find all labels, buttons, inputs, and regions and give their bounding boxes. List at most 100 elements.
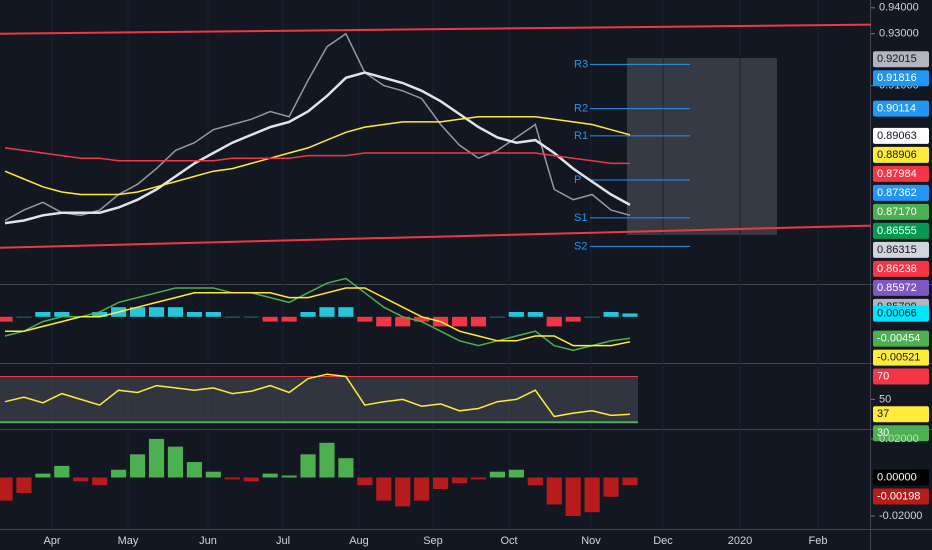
value-tag-label: 0.92015 [877, 53, 917, 65]
histogram-bar [262, 473, 278, 478]
value-tag-label: -0.00198 [877, 490, 920, 502]
series-line [4, 373, 631, 418]
histogram-bar [603, 477, 619, 497]
histogram-bar [470, 316, 487, 327]
histogram-bar [92, 477, 108, 486]
x-tick-label: Nov [581, 535, 601, 547]
x-tick-label: Dec [653, 535, 673, 547]
histogram-bar [130, 307, 146, 317]
histogram-bar [338, 307, 354, 317]
value-tag [873, 488, 929, 505]
pivot-label: S2 [574, 240, 587, 252]
series-line [4, 32, 631, 222]
y-tick-label: 50 [879, 393, 891, 405]
pivot-label: R1 [574, 130, 588, 142]
value-tag [873, 184, 929, 201]
series-line [4, 115, 631, 196]
histogram-bar [167, 307, 184, 317]
histogram-bar [622, 313, 638, 317]
histogram-bar [508, 312, 524, 317]
histogram-bar [16, 316, 32, 318]
value-tag [873, 100, 929, 117]
histogram-bar [35, 473, 51, 478]
histogram-bar [357, 477, 373, 486]
histogram-bar [508, 469, 524, 478]
value-tag [873, 241, 929, 258]
histogram-bar [186, 462, 202, 478]
value-tag-label: 0.87362 [877, 187, 917, 199]
value-tag [873, 165, 929, 182]
histogram-bar [54, 465, 70, 478]
channel-line [0, 224, 872, 249]
histogram-bar [357, 316, 373, 322]
histogram-bar [281, 316, 297, 322]
histogram-bar [319, 307, 335, 317]
value-tag-label: 0.00000 [877, 471, 917, 483]
x-tick-label: May [118, 535, 139, 547]
histogram-bar [0, 477, 13, 501]
x-tick-label: Sep [423, 535, 443, 547]
histogram-bar [489, 316, 505, 318]
x-tick-label: Apr [43, 535, 60, 547]
histogram-bar [527, 477, 543, 486]
value-tag-label: 0.89063 [877, 130, 917, 142]
histogram-bar [281, 475, 297, 478]
histogram-bar [603, 312, 619, 317]
histogram-bar [451, 477, 468, 484]
value-tag [873, 127, 929, 144]
value-tag [873, 146, 929, 163]
x-tick-label: Jun [199, 535, 217, 547]
value-tag-label: 0.91816 [877, 72, 917, 84]
histogram-bar [565, 316, 581, 322]
histogram-bar [584, 477, 600, 513]
histogram-bar [243, 477, 259, 482]
histogram-bar [376, 316, 392, 327]
histogram-bar [243, 316, 259, 318]
histogram-bar [54, 312, 70, 317]
histogram-bar [433, 477, 449, 490]
value-tag [873, 406, 929, 423]
histogram-bar [111, 469, 127, 478]
histogram-bar [584, 316, 600, 318]
value-tag [873, 330, 929, 347]
value-tag-label: 0.87170 [877, 206, 917, 218]
value-tag [873, 70, 929, 87]
value-tag [873, 260, 929, 277]
histogram-bar [319, 442, 335, 478]
histogram-bar [35, 312, 51, 317]
histogram-bar [300, 312, 316, 317]
value-tag [873, 203, 929, 220]
value-tag-label: 0.85972 [877, 282, 917, 294]
range-box [627, 58, 777, 235]
value-tag-label: 30 [877, 427, 889, 439]
value-tag-label: 0.86238 [877, 263, 917, 275]
histogram-bar [148, 307, 165, 317]
series-line [4, 71, 631, 225]
histogram-bar [224, 316, 240, 318]
histogram-bar [130, 454, 146, 478]
histogram-bar [414, 477, 430, 501]
value-tag-label: 0.86555 [877, 225, 917, 237]
value-tag [873, 222, 929, 239]
series-line [4, 147, 630, 165]
histogram-bar [300, 454, 316, 478]
y-tick-label: -0.02000 [879, 510, 922, 522]
value-tag [873, 368, 929, 385]
histogram-bar [565, 477, 581, 517]
histogram-bar [527, 312, 543, 317]
value-tag-label: -0.00454 [877, 332, 920, 344]
value-tag-label: 0.00066 [877, 308, 917, 320]
value-tag-label: 0.87984 [877, 168, 917, 180]
value-tag-label: 70 [877, 370, 889, 382]
pivot-label: S1 [574, 212, 587, 224]
value-tag [873, 469, 929, 486]
x-tick-label: Feb [809, 535, 828, 547]
value-tag [873, 349, 929, 366]
histogram-bar [489, 471, 505, 478]
value-tag [873, 279, 929, 296]
pivot-label: P [574, 174, 581, 186]
histogram-bar [186, 312, 202, 317]
value-tag [873, 305, 929, 322]
x-tick-label: Aug [349, 535, 369, 547]
